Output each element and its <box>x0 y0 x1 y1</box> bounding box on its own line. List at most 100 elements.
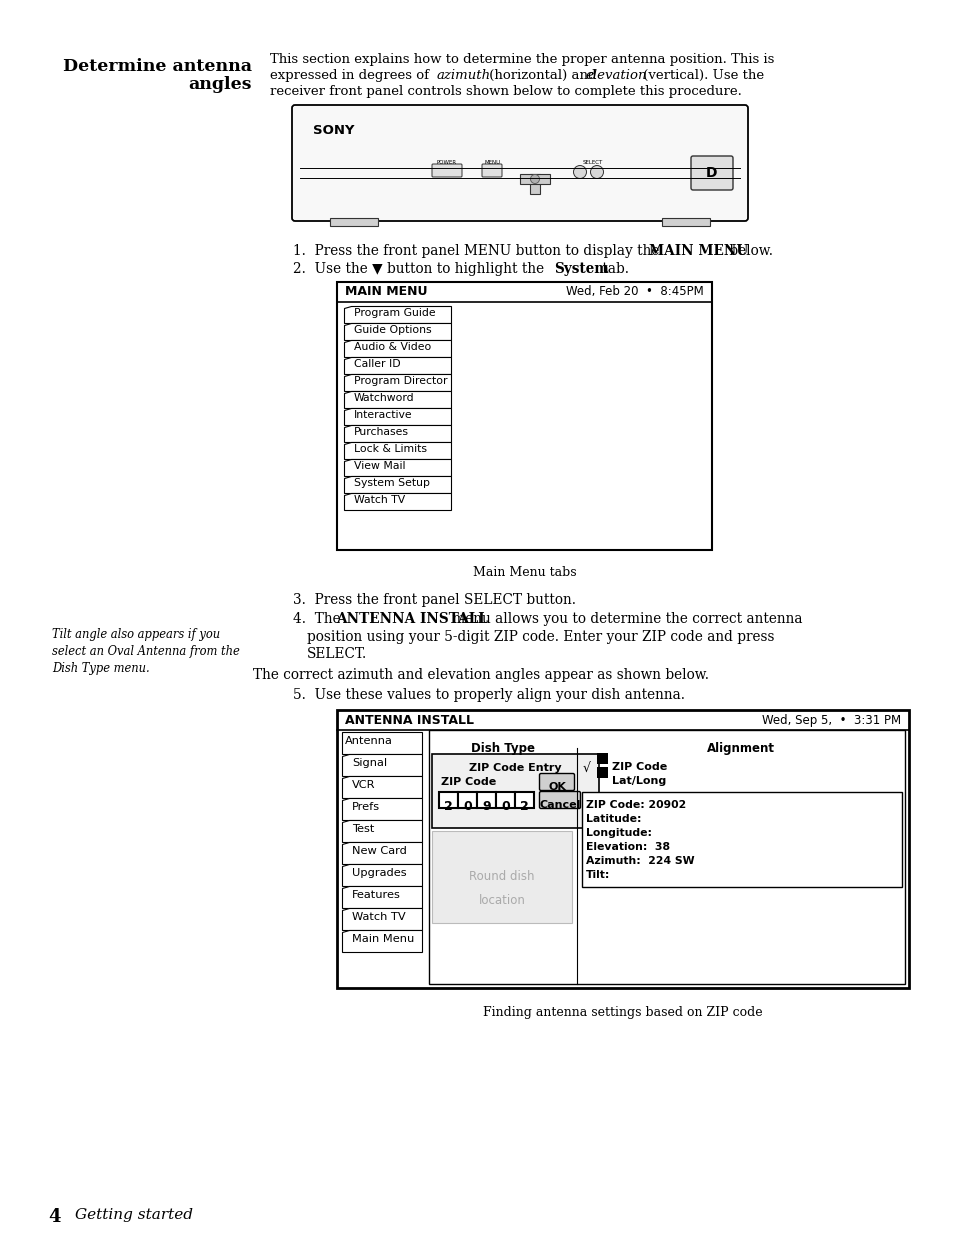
FancyBboxPatch shape <box>476 792 496 808</box>
Circle shape <box>530 174 539 184</box>
Bar <box>597 753 607 764</box>
Text: Lock & Limits: Lock & Limits <box>354 445 427 454</box>
Text: ZIP Code: ZIP Code <box>440 777 496 787</box>
FancyBboxPatch shape <box>432 831 572 923</box>
Text: Main Menu: Main Menu <box>352 934 414 944</box>
Text: azimuth: azimuth <box>436 69 491 82</box>
Polygon shape <box>344 408 451 425</box>
FancyBboxPatch shape <box>481 164 501 177</box>
Polygon shape <box>341 798 421 820</box>
Text: 2: 2 <box>519 800 528 813</box>
Text: SONY: SONY <box>313 124 355 137</box>
Text: Upgrades: Upgrades <box>352 868 406 878</box>
Text: Audio & Video: Audio & Video <box>354 342 431 352</box>
Bar <box>597 767 607 778</box>
FancyBboxPatch shape <box>457 792 476 808</box>
Polygon shape <box>341 930 421 952</box>
Polygon shape <box>344 357 451 374</box>
Text: ZIP Code: 20902: ZIP Code: 20902 <box>585 800 685 810</box>
Polygon shape <box>341 908 421 930</box>
Text: Signal: Signal <box>352 758 387 768</box>
Text: Cancel: Cancel <box>538 800 580 810</box>
Text: 4.  The: 4. The <box>293 613 345 626</box>
Bar <box>661 219 709 226</box>
Text: Tilt:: Tilt: <box>585 869 610 881</box>
Text: Main Menu tabs: Main Menu tabs <box>472 566 576 579</box>
Text: Caller ID: Caller ID <box>354 359 400 369</box>
Text: 2: 2 <box>444 800 453 813</box>
Text: 0: 0 <box>462 800 472 813</box>
Text: Purchases: Purchases <box>354 427 409 437</box>
Text: MAIN MENU: MAIN MENU <box>648 245 747 258</box>
FancyBboxPatch shape <box>530 174 539 194</box>
FancyBboxPatch shape <box>432 164 461 177</box>
Polygon shape <box>344 306 451 324</box>
Text: Program Director: Program Director <box>354 375 447 387</box>
Text: elevation: elevation <box>584 69 646 82</box>
Text: System: System <box>554 262 608 275</box>
Text: Longitude:: Longitude: <box>585 827 651 839</box>
Text: SELECT.: SELECT. <box>307 647 367 661</box>
Text: √: √ <box>582 762 590 776</box>
Bar <box>330 219 377 226</box>
Bar <box>336 282 711 550</box>
Text: 0: 0 <box>500 800 509 813</box>
Text: ANTENNA INSTALL: ANTENNA INSTALL <box>335 613 487 626</box>
FancyBboxPatch shape <box>539 792 579 809</box>
Text: ZIP Code Entry: ZIP Code Entry <box>469 763 561 773</box>
Polygon shape <box>344 340 451 357</box>
Polygon shape <box>341 820 421 842</box>
Polygon shape <box>344 475 451 493</box>
Text: Guide Options: Guide Options <box>354 325 431 335</box>
Polygon shape <box>344 493 451 510</box>
Text: Test: Test <box>352 824 374 834</box>
FancyBboxPatch shape <box>515 792 534 808</box>
FancyBboxPatch shape <box>438 792 457 808</box>
Text: Wed, Sep 5,  •  3:31 PM: Wed, Sep 5, • 3:31 PM <box>761 714 900 727</box>
Text: This section explains how to determine the proper antenna position. This is: This section explains how to determine t… <box>270 53 774 65</box>
Text: Watch TV: Watch TV <box>352 911 405 923</box>
Polygon shape <box>341 732 421 755</box>
Text: MAIN MENU: MAIN MENU <box>345 285 427 298</box>
Text: Alignment: Alignment <box>706 742 774 755</box>
Polygon shape <box>341 885 421 908</box>
Bar <box>336 710 908 988</box>
Polygon shape <box>341 842 421 864</box>
Text: Features: Features <box>352 890 400 900</box>
Polygon shape <box>344 425 451 442</box>
Text: 5.  Use these values to properly align your dish antenna.: 5. Use these values to properly align yo… <box>293 688 684 701</box>
Text: 4: 4 <box>48 1208 60 1226</box>
Bar <box>581 792 901 887</box>
Text: Dish Type: Dish Type <box>471 742 535 755</box>
Circle shape <box>573 165 586 179</box>
Text: OK: OK <box>547 782 565 792</box>
Text: Elevation:  38: Elevation: 38 <box>585 842 669 852</box>
Polygon shape <box>344 459 451 475</box>
Text: ZIP Code: ZIP Code <box>612 762 666 772</box>
FancyBboxPatch shape <box>292 105 747 221</box>
Polygon shape <box>341 776 421 798</box>
Text: 2.  Use the ▼ button to highlight the: 2. Use the ▼ button to highlight the <box>293 262 548 275</box>
Text: ANTENNA INSTALL: ANTENNA INSTALL <box>345 714 474 727</box>
Text: expressed in degrees of: expressed in degrees of <box>270 69 433 82</box>
Circle shape <box>590 165 603 179</box>
FancyBboxPatch shape <box>690 156 732 190</box>
Text: POWER: POWER <box>436 161 456 165</box>
Text: Watchword: Watchword <box>354 393 415 403</box>
Text: receiver front panel controls shown below to complete this procedure.: receiver front panel controls shown belo… <box>270 85 741 98</box>
Text: Round dish: Round dish <box>469 869 535 883</box>
Text: (horizontal) and: (horizontal) and <box>484 69 600 82</box>
Text: tab.: tab. <box>598 262 628 275</box>
Text: Prefs: Prefs <box>352 802 379 811</box>
Text: Wed, Feb 20  •  8:45PM: Wed, Feb 20 • 8:45PM <box>566 285 703 298</box>
Text: Determine antenna: Determine antenna <box>63 58 252 75</box>
Text: position using your 5-digit ZIP code. Enter your ZIP code and press: position using your 5-digit ZIP code. En… <box>307 630 774 643</box>
Text: angles: angles <box>189 77 252 93</box>
Text: Interactive: Interactive <box>354 410 413 420</box>
Text: Latitude:: Latitude: <box>585 814 640 824</box>
Text: 1.  Press the front panel MENU button to display the: 1. Press the front panel MENU button to … <box>293 245 663 258</box>
Text: Watch TV: Watch TV <box>354 495 405 505</box>
Text: location: location <box>478 894 525 906</box>
Text: Finding antenna settings based on ZIP code: Finding antenna settings based on ZIP co… <box>482 1007 762 1019</box>
Text: Azimuth:  224 SW: Azimuth: 224 SW <box>585 856 694 866</box>
